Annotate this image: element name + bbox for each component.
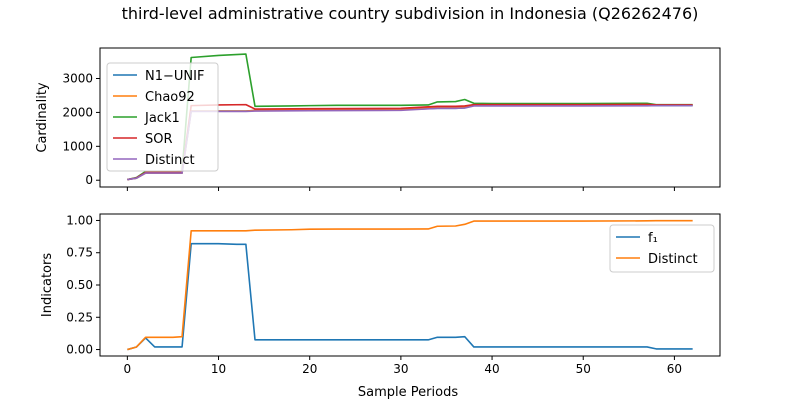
x-tick-label: 30	[393, 362, 408, 376]
legend-label: Jack1	[144, 111, 180, 126]
legend-label: Distinct	[145, 153, 195, 168]
x-tick-label: 20	[302, 362, 317, 376]
legend-label: SOR	[145, 132, 173, 147]
legend: N1−UNIF Chao92 Jack1 SOR Distinct	[106, 62, 219, 172]
y-axis-label: Indicators	[40, 253, 55, 317]
y-axis-label: Cardinality	[35, 82, 50, 153]
series-line-f-	[127, 242, 693, 351]
y-tick-label: 1.00	[66, 213, 93, 227]
x-tick-label: 60	[667, 362, 682, 376]
y-tick-label: 1000	[62, 139, 93, 153]
legend-box	[106, 62, 219, 172]
x-tick-label: 50	[576, 362, 591, 376]
plot-frame	[99, 47, 721, 188]
x-tick-label: 40	[484, 362, 499, 376]
y-tick-label: 0.75	[66, 246, 93, 260]
y-tick-label: 0.00	[66, 343, 93, 357]
indicators-chart: 0 10 20 30 40 50 60 0.00 0.25 0.50 0.75 1.00 Indicat…	[40, 213, 721, 400]
series-line-distinct	[127, 104, 693, 181]
y-tick-label: 2000	[62, 105, 93, 119]
legend-label: Distinct	[648, 252, 698, 267]
series-line-distinct	[127, 219, 693, 351]
y-tick-label: 3000	[62, 72, 93, 86]
x-tick-label: 10	[211, 362, 226, 376]
x-axis-label: Sample Periods	[358, 385, 458, 400]
legend-label: N1−UNIF	[145, 69, 204, 84]
y-tick-label: 0.25	[66, 310, 93, 324]
figure-title: third-level administrative country subdi…	[122, 4, 699, 23]
legend-label: f₁	[648, 231, 658, 246]
y-tick-label: 0.50	[66, 278, 93, 292]
x-tick-label: 0	[124, 362, 132, 376]
y-tick-label: 0	[85, 173, 93, 187]
legend-label: Chao92	[145, 90, 195, 105]
legend: f₁ Distinct	[609, 224, 715, 273]
cardinality-chart: 0 1000 2000 3000 Cardinality N1−UNIF Chao92 Jac…	[35, 47, 721, 191]
